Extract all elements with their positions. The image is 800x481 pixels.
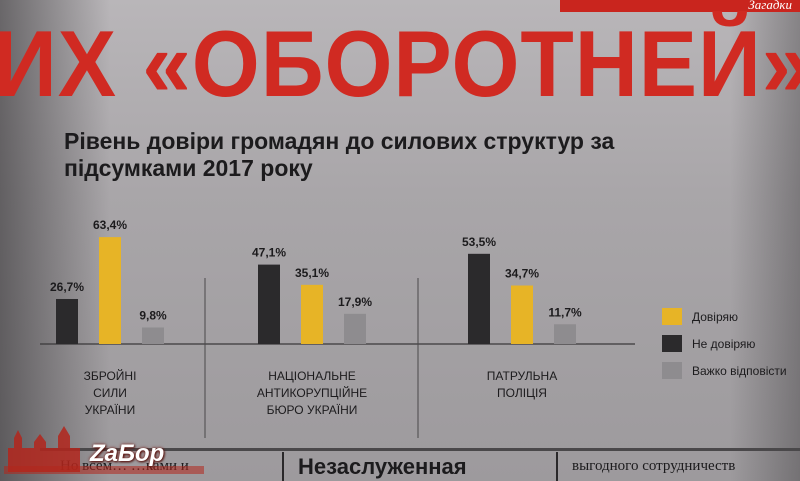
bar <box>468 253 490 344</box>
bottom-right-text: выгодного сотрудничеств <box>572 458 736 474</box>
bottom-headline: Незаслуженная <box>298 454 467 479</box>
bar <box>554 324 576 344</box>
watermark-text: ZaБор <box>90 440 165 467</box>
category-label: СИЛИ <box>93 386 127 400</box>
bar <box>258 264 280 344</box>
bottom-rule <box>40 448 800 451</box>
bar-value-label: 34,7% <box>505 267 539 281</box>
bar <box>142 327 164 344</box>
bar <box>511 285 533 344</box>
legend-swatch <box>662 308 682 325</box>
watermark-logo <box>4 426 204 474</box>
bar-value-label: 9,8% <box>139 308 167 322</box>
bar-value-label: 26,7% <box>50 280 84 294</box>
bar <box>56 298 78 344</box>
bar <box>301 284 323 344</box>
legend-label: Не довіряю <box>692 337 755 351</box>
chart-title: Рівень довіри громадян до силових структ… <box>64 128 615 181</box>
section-strip: Загадки <box>560 0 800 12</box>
category-label: ПАТРУЛЬНА <box>487 369 557 383</box>
bar-value-label: 35,1% <box>295 266 329 280</box>
category-label: ПОЛІЦІЯ <box>497 386 547 400</box>
category-label: НАЦІОНАЛЬНЕ <box>268 369 356 383</box>
category-label: АНТИКОРУПЦІЙНЕ <box>257 385 367 400</box>
bar-value-label: 17,9% <box>338 295 372 309</box>
legend-swatch <box>662 335 682 352</box>
category-label: БЮРО УКРАЇНИ <box>267 403 358 417</box>
category-label: ЗБРОЙНІ <box>84 368 137 383</box>
bar-value-label: 53,5% <box>462 235 496 249</box>
bar <box>344 313 366 344</box>
category-label: УКРАЇНИ <box>85 403 135 417</box>
legend-label: Важко відповісти <box>692 364 787 378</box>
headline: ИХ «ОБОРОТНЕЙ» <box>0 11 800 116</box>
bar-value-label: 11,7% <box>548 305 582 319</box>
bar <box>99 237 121 344</box>
bar-value-label: 47,1% <box>252 246 286 260</box>
section-strip-text: Загадки <box>748 0 792 12</box>
legend-swatch <box>662 362 682 379</box>
column-rule-right <box>556 452 558 481</box>
legend-label: Довіряю <box>692 310 738 324</box>
page-shadow-right <box>730 0 800 481</box>
bar-value-label: 63,4% <box>93 218 127 232</box>
page-shadow-left <box>0 0 110 481</box>
column-rule-left <box>282 452 284 481</box>
